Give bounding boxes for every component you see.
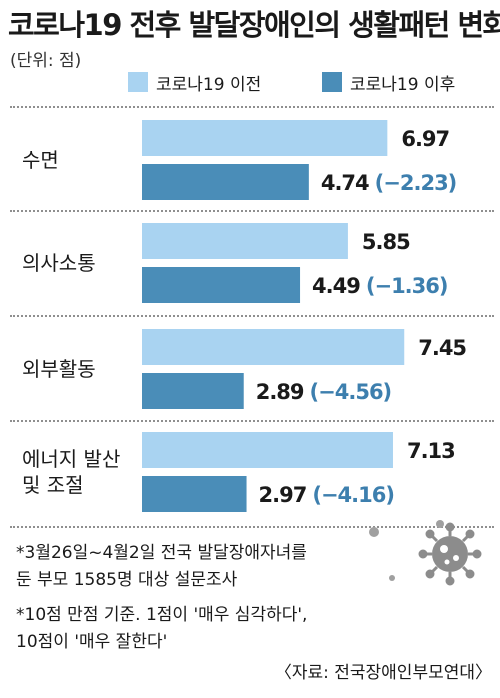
change-label: (−4.16) (312, 483, 394, 507)
note-2: *10점 만점 기준. 1점이 '매우 심각하다', 10점이 '매우 잘한다' (16, 602, 307, 656)
value-label-before: 6.97 (401, 127, 449, 151)
separator-line (10, 526, 494, 528)
legend-label-before: 코로나19 이전 (156, 75, 262, 95)
note-2-line-1: *10점 만점 기준. 1점이 '매우 심각하다', (16, 605, 308, 625)
category-label: 외부활동 (22, 357, 96, 381)
category-label: 의사소통 (22, 251, 96, 275)
bar-chart: 수면 6.97 4.74 (−2.23) 의사소통 5.854.49 (−1.36) 외부활동… (22, 120, 467, 512)
separator-line (10, 420, 494, 422)
value-label-after: 2.89 (256, 380, 304, 404)
bar-after (142, 164, 309, 200)
value-label-after: 4.49 (312, 274, 360, 298)
virus-icon (369, 520, 482, 586)
bar-before (142, 329, 405, 365)
legend-swatch-before (128, 72, 148, 92)
legend-swatch-after (322, 72, 342, 92)
separator-line (10, 106, 494, 108)
value-label-after: 2.97 (259, 483, 307, 507)
change-label: (−1.36) (366, 274, 448, 298)
note-2-line-2: 10점이 '매우 잘한다' (16, 632, 168, 652)
note-1-line-1: *3월26일~4월2일 전국 발달장애자녀를 (16, 543, 307, 563)
value-label-after: 4.74 (321, 171, 369, 195)
value-label-before: 5.85 (362, 230, 410, 254)
note-1-line-2: 둔 부모 1585명 대상 설문조사 (16, 570, 238, 590)
category-label: 수면 (22, 148, 59, 172)
category-label: 에너지 발산 (22, 447, 120, 471)
notes: *3월26일~4월2일 전국 발달장애자녀를 둔 부모 1585명 대상 설문조… (16, 540, 307, 664)
note-1: *3월26일~4월2일 전국 발달장애자녀를 둔 부모 1585명 대상 설문조… (16, 540, 307, 594)
separator-line (10, 315, 494, 317)
value-label-before: 7.45 (418, 336, 466, 360)
legend-label-after: 코로나19 이후 (350, 75, 456, 95)
value-label-before: 7.13 (407, 439, 455, 463)
source-label: 〈자료: 전국장애인부모연대〉 (274, 663, 492, 683)
chart-title: 코로나19 전후 발달장애인의 생활패턴 변화 (8, 8, 500, 42)
change-label: (−4.56) (310, 380, 392, 404)
bar-after (142, 476, 247, 512)
bar-after (142, 373, 244, 409)
bar-before (142, 120, 388, 156)
bar-before (142, 432, 393, 468)
separator-line (10, 210, 494, 212)
category-label: 및 조절 (22, 473, 84, 497)
unit-label: (단위: 점) (10, 51, 82, 71)
bar-after (142, 267, 301, 303)
bar-before (142, 223, 348, 259)
change-label: (−2.23) (375, 171, 457, 195)
